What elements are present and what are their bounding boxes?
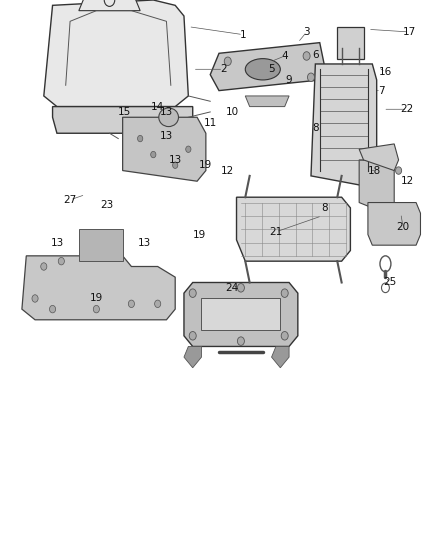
Polygon shape xyxy=(359,160,394,213)
Text: 12: 12 xyxy=(221,166,234,175)
Polygon shape xyxy=(359,144,399,171)
Text: 18: 18 xyxy=(368,166,381,175)
Polygon shape xyxy=(272,346,289,368)
Circle shape xyxy=(189,332,196,340)
Text: 9: 9 xyxy=(286,75,293,85)
Text: 13: 13 xyxy=(160,107,173,117)
Text: 2: 2 xyxy=(220,64,227,74)
Circle shape xyxy=(307,73,314,82)
Text: 13: 13 xyxy=(160,131,173,141)
Text: 16: 16 xyxy=(379,67,392,77)
Polygon shape xyxy=(53,107,193,133)
Circle shape xyxy=(32,295,38,302)
Polygon shape xyxy=(22,256,175,320)
Circle shape xyxy=(186,146,191,152)
Text: 6: 6 xyxy=(312,50,319,60)
Text: 15: 15 xyxy=(118,107,131,117)
Circle shape xyxy=(396,167,402,174)
Circle shape xyxy=(49,305,56,313)
Text: 14: 14 xyxy=(151,102,164,111)
Polygon shape xyxy=(201,298,280,330)
Text: 12: 12 xyxy=(401,176,414,186)
Circle shape xyxy=(138,135,143,142)
Polygon shape xyxy=(210,43,324,91)
Ellipse shape xyxy=(245,59,280,80)
Circle shape xyxy=(224,57,231,66)
Polygon shape xyxy=(337,27,364,59)
Text: 17: 17 xyxy=(403,27,416,37)
Polygon shape xyxy=(368,203,420,245)
Circle shape xyxy=(151,151,156,158)
Text: 19: 19 xyxy=(199,160,212,170)
Circle shape xyxy=(189,289,196,297)
Circle shape xyxy=(237,284,244,292)
Text: 7: 7 xyxy=(378,86,385,95)
Circle shape xyxy=(281,332,288,340)
Polygon shape xyxy=(311,64,377,187)
Polygon shape xyxy=(184,282,298,346)
Polygon shape xyxy=(123,117,206,181)
Circle shape xyxy=(281,289,288,297)
Text: 8: 8 xyxy=(321,203,328,213)
Circle shape xyxy=(128,300,134,308)
Text: 25: 25 xyxy=(383,278,396,287)
Polygon shape xyxy=(237,197,350,261)
Text: 11: 11 xyxy=(204,118,217,127)
Polygon shape xyxy=(44,0,188,107)
Circle shape xyxy=(303,52,310,60)
Circle shape xyxy=(173,162,178,168)
Circle shape xyxy=(58,257,64,265)
Text: 8: 8 xyxy=(312,123,319,133)
Text: 20: 20 xyxy=(396,222,410,231)
Circle shape xyxy=(93,305,99,313)
Circle shape xyxy=(41,263,47,270)
Text: 19: 19 xyxy=(90,294,103,303)
Polygon shape xyxy=(245,96,289,107)
Ellipse shape xyxy=(159,108,178,126)
Polygon shape xyxy=(79,0,140,11)
Text: 21: 21 xyxy=(269,227,283,237)
Text: 13: 13 xyxy=(50,238,64,247)
Text: 1: 1 xyxy=(240,30,247,39)
Polygon shape xyxy=(184,346,201,368)
Text: 4: 4 xyxy=(281,51,288,61)
Text: 5: 5 xyxy=(268,64,275,74)
Circle shape xyxy=(237,337,244,345)
Polygon shape xyxy=(79,229,123,261)
Text: 19: 19 xyxy=(193,230,206,239)
Text: 27: 27 xyxy=(64,195,77,205)
Text: 22: 22 xyxy=(401,104,414,114)
Text: 13: 13 xyxy=(169,155,182,165)
Text: 3: 3 xyxy=(303,27,310,37)
Circle shape xyxy=(155,300,161,308)
Text: 24: 24 xyxy=(226,283,239,293)
Text: 10: 10 xyxy=(226,107,239,117)
Text: 13: 13 xyxy=(138,238,151,247)
Text: 23: 23 xyxy=(101,200,114,210)
